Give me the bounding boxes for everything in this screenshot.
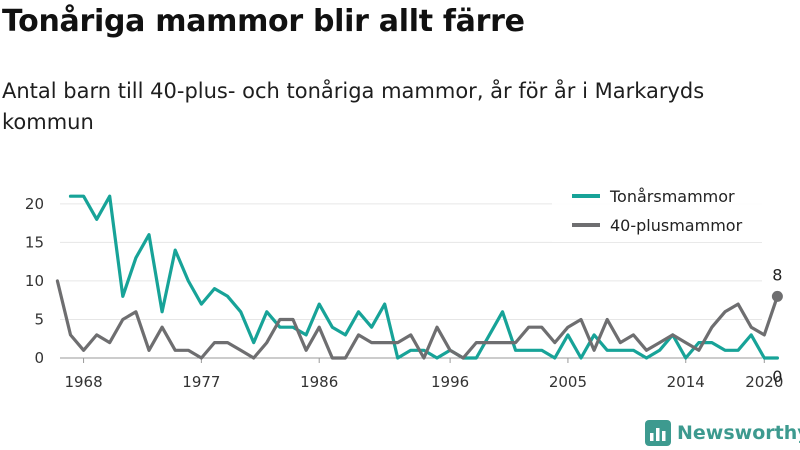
newsworthy-logo-icon <box>645 420 671 446</box>
end-labels: 08 <box>771 265 783 386</box>
legend-label: Tonårsmammor <box>609 187 735 206</box>
end-value-label: 8 <box>772 265 782 284</box>
chart-title: Tonåriga mammor blir allt färre <box>2 4 525 39</box>
y-tick-label: 10 <box>25 272 44 290</box>
x-tick-label: 1977 <box>182 373 220 391</box>
x-tick-label: 1996 <box>431 373 469 391</box>
y-tick-label: 15 <box>25 233 44 251</box>
y-tick-label: 5 <box>34 310 44 328</box>
y-tick-label: 20 <box>25 195 44 213</box>
series-lines <box>55 194 780 360</box>
x-tick-label: 2020 <box>745 373 783 391</box>
x-tick-label: 1968 <box>64 373 102 391</box>
y-axis-ticks: 0 5 10 15 20 <box>25 195 44 367</box>
x-tick-label: 2005 <box>549 373 587 391</box>
legend-background <box>552 180 768 242</box>
y-tick-label: 0 <box>34 349 44 367</box>
series-line-tonarsmammor <box>68 194 780 360</box>
x-tick-label: 2014 <box>667 373 705 391</box>
brand-name: Newsworthy <box>677 422 800 444</box>
series-line-40-plusmammor <box>55 279 780 360</box>
brand: Newsworthy <box>645 420 800 446</box>
legend-label: 40-plusmammor <box>610 216 743 235</box>
end-value-label: 0 <box>772 367 782 386</box>
end-point-marker <box>771 290 783 302</box>
x-tick-label: 1986 <box>300 373 338 391</box>
x-axis-ticks: 1968 1977 1986 1996 2005 2014 2020 <box>64 358 783 391</box>
legend: Tonårsmammor 40-plusmammor <box>552 180 768 242</box>
chart-subtitle: Antal barn till 40-plus- och tonåriga ma… <box>2 79 705 134</box>
